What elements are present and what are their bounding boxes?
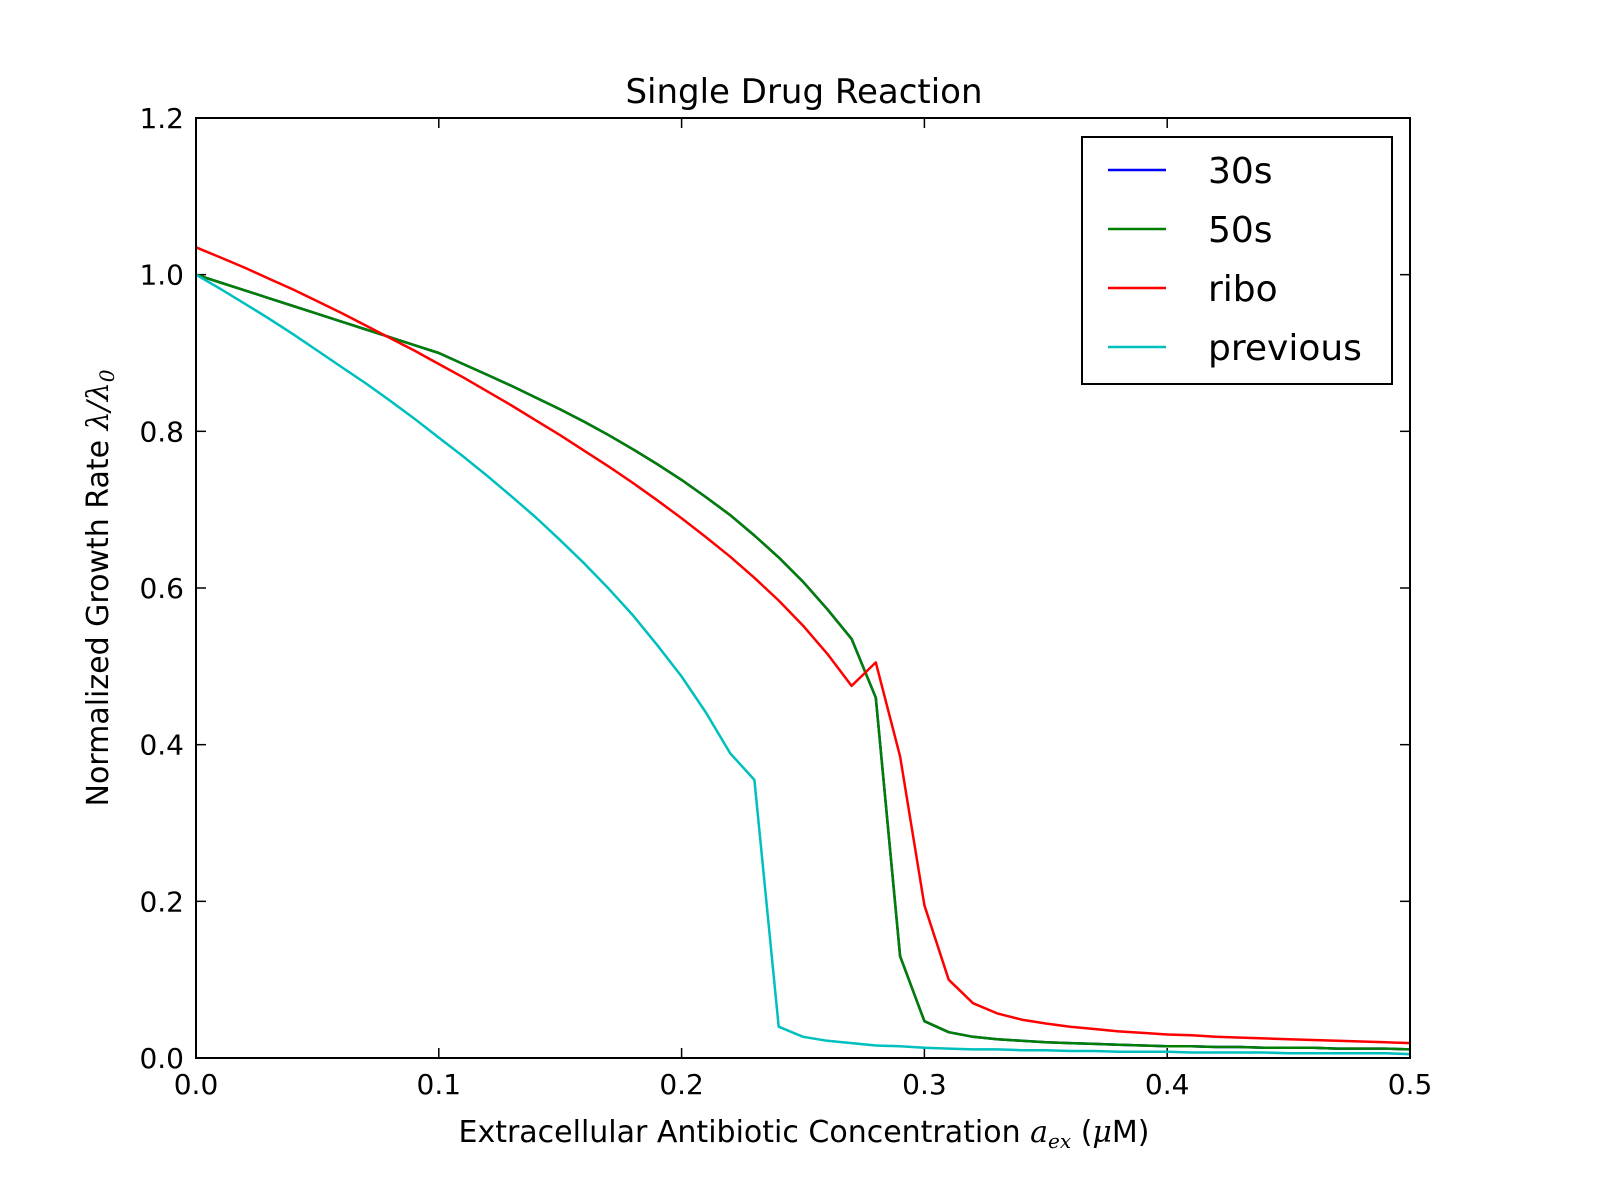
chart-title: Single Drug Reaction <box>625 72 982 112</box>
x-tick-label: 0.0 <box>174 1068 219 1101</box>
plot-area <box>195 117 1411 1059</box>
x-axis-label: Extracellular Antibiotic Concentration a… <box>458 1115 1149 1153</box>
x-tick-label: 0.1 <box>417 1068 462 1101</box>
y-tick-label: 0.2 <box>139 885 184 918</box>
y-tick-label: 1.0 <box>139 259 184 292</box>
y-tick-label: 0.4 <box>139 729 184 762</box>
legend-label-ribo: ribo <box>1208 269 1278 310</box>
y-tick-labels: 0.0 0.2 0.4 0.6 0.8 1.0 1.2 <box>139 102 184 1075</box>
x-tick-labels: 0.0 0.1 0.2 0.3 0.4 0.5 <box>174 1068 1433 1101</box>
legend-label-30s: 30s <box>1208 151 1273 192</box>
y-tick-label: 0.6 <box>139 572 184 605</box>
series-lines <box>195 246 1411 1056</box>
x-tick-label: 0.5 <box>1388 1068 1433 1101</box>
series-line-ribo <box>195 246 1411 1045</box>
plot-frame <box>195 117 1411 1059</box>
legend: 30s 50s ribo previous <box>1081 136 1393 385</box>
legend-box <box>1081 136 1393 385</box>
y-tick-label: 0.8 <box>139 415 184 448</box>
legend-label-previous: previous <box>1208 328 1362 369</box>
x-tick-label: 0.2 <box>659 1068 704 1101</box>
y-tick-label: 0.0 <box>139 1042 184 1075</box>
series-line-previous <box>195 273 1411 1056</box>
series-line-50s <box>195 273 1411 1051</box>
x-tick-label: 0.3 <box>902 1068 947 1101</box>
legend-label-50s: 50s <box>1208 210 1273 251</box>
x-tick-label: 0.4 <box>1145 1068 1190 1101</box>
y-axis-label: Normalized Growth Rate λ/λ0 <box>81 369 119 806</box>
y-tick-label: 1.2 <box>139 102 184 135</box>
